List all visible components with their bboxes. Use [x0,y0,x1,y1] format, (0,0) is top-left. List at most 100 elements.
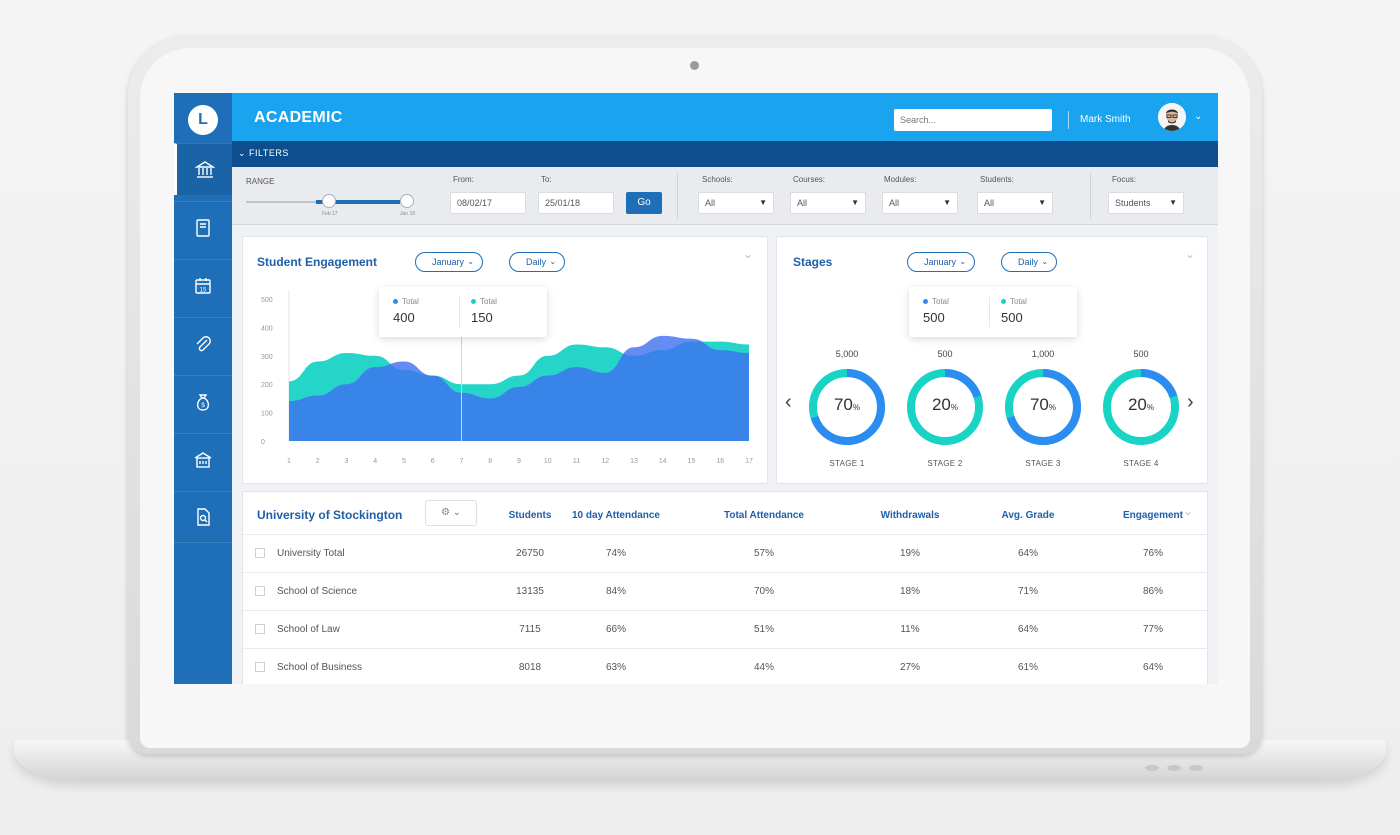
row-name: University Total [277,548,345,559]
engagement-month-select[interactable]: January ⌄ [415,252,484,272]
column-header[interactable]: Withdrawals [880,510,940,521]
chevron-down-icon: ⌄ [467,257,475,266]
stage-total: 500 [1133,349,1149,359]
table-cell: 27% [899,662,920,673]
focus-select[interactable]: Students ▼ [1108,192,1184,214]
sidebar-item-institutions[interactable] [174,143,232,195]
filters-toggle[interactable]: ⌄ FILTERS [232,141,1218,167]
x-tick-label: 11 [573,458,580,465]
table-cell: 61% [1017,662,1038,673]
table-settings-button[interactable]: ⚙ ⌄ [425,500,477,526]
stages-title: Stages [793,255,833,269]
row-checkbox[interactable] [255,662,265,672]
tooltip-item: Total 150 [471,297,497,325]
tooltip-divider [989,297,990,327]
x-tick-label: 1 [287,458,291,465]
app-logo[interactable]: L [188,105,218,135]
stage-donut[interactable]: 20% [1101,367,1181,447]
go-button[interactable]: Go [626,192,662,214]
row-checkbox[interactable] [255,586,265,596]
courses-select[interactable]: All ▼ [790,192,866,214]
collapse-chevron-icon[interactable]: ⌄ [1183,504,1194,518]
column-header[interactable]: 10 day Attendance [572,510,660,521]
stage-donut[interactable]: 20% [905,367,985,447]
x-tick-label: 7 [460,458,464,465]
table-cell: 84% [605,586,626,597]
column-header[interactable]: Engagement [1122,510,1183,521]
column-header[interactable]: Avg. Grade [1001,510,1055,521]
stages-period-select[interactable]: Daily ⌄ [1001,252,1058,272]
from-date-field[interactable]: 08/02/17 [450,192,526,214]
paperclip-icon [196,335,211,351]
table-cell: 74% [605,548,626,559]
table-title: University of Stockington [257,508,403,522]
filter-divider [677,173,678,219]
user-menu-chevron-icon[interactable]: ⌄ [1194,111,1203,122]
table-row[interactable]: School of Business 8018 63% 44% 27% 61% 64% [243,648,1209,684]
schools-label: Schools: [702,175,733,184]
filter-panel: RANGE Feb 17 Jan 18 From: 08/02/17 To: 2… [232,167,1218,225]
x-tick-label: 9 [517,458,521,465]
table-row[interactable]: School of Law 7115 66% 51% 11% 64% 77% [243,610,1209,648]
column-header[interactable]: Total Attendance [723,510,804,521]
chevron-down-icon: ⌄ [549,257,557,266]
sidebar-item-reports[interactable] [174,491,232,543]
modules-select[interactable]: All ▼ [882,192,958,214]
stages-month-select[interactable]: January ⌄ [907,252,976,272]
sidebar-item-finance[interactable]: $ [174,375,232,427]
x-tick-label: 2 [316,458,320,465]
range-slider-start-handle[interactable] [322,194,336,208]
schools-select[interactable]: All ▼ [698,192,774,214]
avatar[interactable] [1158,103,1186,131]
stage-percent: 20% [931,395,959,414]
building-icon [194,451,212,468]
chevron-down-icon: ⌄ [1041,257,1049,266]
collapse-chevron-icon[interactable]: ⌄ [1185,247,1196,261]
caret-down-icon: ▼ [1169,198,1177,207]
table-cell: 86% [1142,586,1163,597]
engagement-tooltip: Total 400 Total 150 [379,287,547,337]
sidebar-item-courses[interactable] [174,201,232,253]
search-input[interactable] [894,109,1052,131]
sidebar-item-facilities[interactable] [174,433,232,485]
table-cell: 19% [899,548,920,559]
column-header[interactable]: Students [508,510,552,521]
tooltip-divider [459,297,460,327]
row-checkbox[interactable] [255,548,265,558]
table-row[interactable]: School of Science 13135 84% 70% 18% 71% 86% [243,572,1209,610]
sidebar: L 15 $ [174,93,232,684]
stage-percent: 70% [833,395,861,414]
row-name: School of Business [277,662,363,673]
book-icon [196,218,210,237]
students-select[interactable]: All ▼ [977,192,1053,214]
stages-prev-arrow-icon[interactable]: ‹ [785,391,792,413]
donut-ring [1005,369,1081,445]
engagement-period-select[interactable]: Daily ⌄ [509,252,566,272]
stage-label: STAGE 2 [927,459,963,468]
x-tick-label: 5 [402,458,406,465]
bank-icon [194,160,215,178]
table-row[interactable]: University Total 26750 74% 57% 19% 64% 76% [243,534,1209,572]
stage-donut[interactable]: 70% [807,367,887,447]
stage-donut[interactable]: 70% [1003,367,1083,447]
x-tick-label: 4 [373,458,377,465]
range-end-tick: Jan 18 [400,211,416,217]
row-checkbox[interactable] [255,624,265,634]
chevron-down-icon: ⌄ [959,257,967,266]
area-series-2[interactable] [289,335,749,441]
tooltip-item: Total 500 [923,297,949,325]
collapse-chevron-icon[interactable]: ⌄ [743,247,754,261]
y-tick-label: 100 [261,411,273,418]
range-slider-end-handle[interactable] [400,194,414,208]
engagement-title: Student Engagement [257,255,378,269]
sidebar-item-attachments[interactable] [174,317,232,369]
user-name[interactable]: Mark Smith [1080,114,1131,125]
stages-next-arrow-icon[interactable]: › [1187,391,1194,413]
sidebar-item-calendar[interactable]: 15 [174,259,232,311]
table-cell: 13135 [516,586,544,597]
to-date-field[interactable]: 25/01/18 [538,192,614,214]
stage-total: 1,000 [1031,349,1055,359]
table-cell: 8018 [518,662,542,673]
